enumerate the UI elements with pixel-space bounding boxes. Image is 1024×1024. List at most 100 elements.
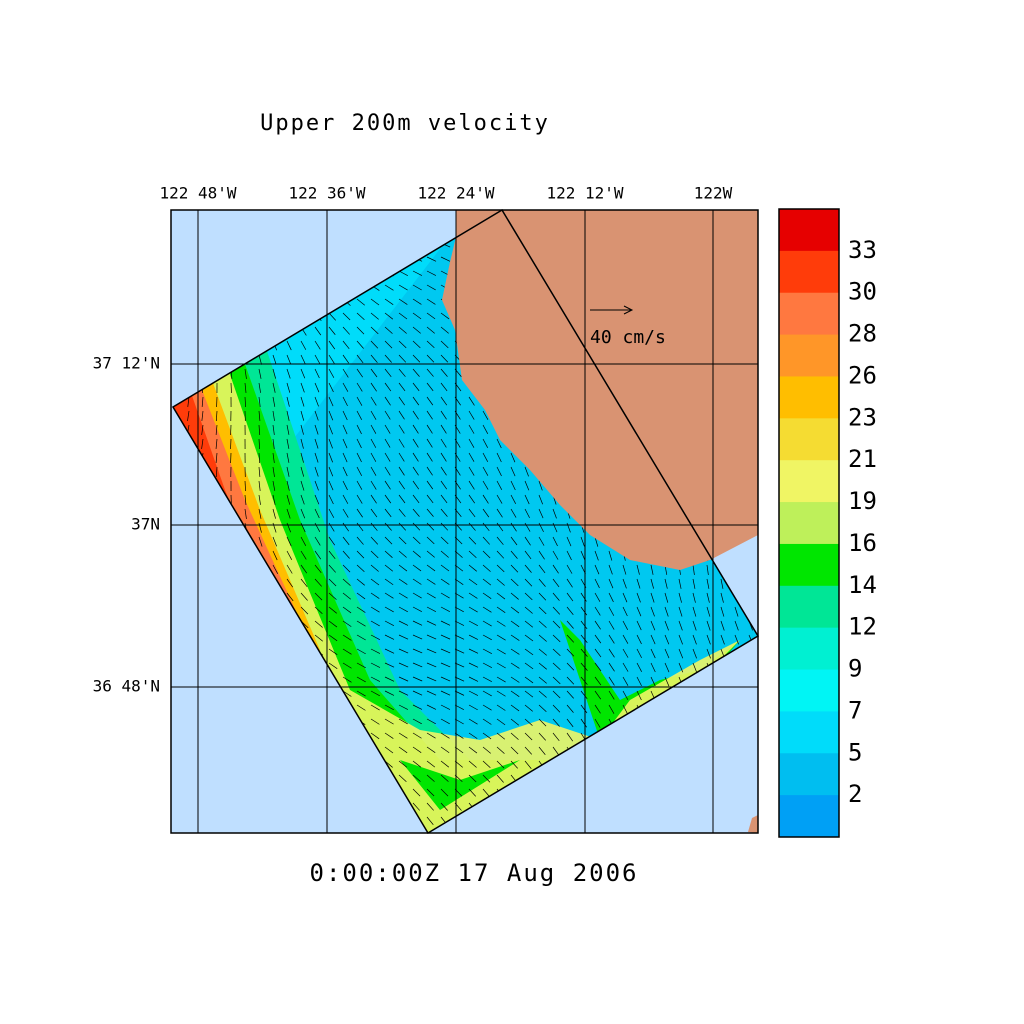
arrow xyxy=(426,522,435,531)
arrow xyxy=(426,620,437,626)
arrow xyxy=(496,438,502,449)
arrow xyxy=(440,802,448,811)
colorbar-bin xyxy=(779,753,839,796)
colorbar-bin xyxy=(779,376,839,419)
lon-label: 122W xyxy=(694,184,733,203)
arrow xyxy=(482,494,489,504)
arrow xyxy=(398,718,408,725)
arrow xyxy=(384,438,391,448)
arrow xyxy=(342,536,350,546)
arrow xyxy=(538,690,547,698)
arrow xyxy=(286,396,290,407)
arrow xyxy=(622,676,629,686)
arrow xyxy=(664,662,670,673)
arrow xyxy=(258,424,261,435)
arrow xyxy=(622,578,627,589)
arrow xyxy=(286,340,292,351)
title: Upper 200m velocity xyxy=(260,111,550,136)
arrow xyxy=(342,676,352,683)
arrow xyxy=(300,508,306,519)
arrow xyxy=(272,550,278,561)
arrow xyxy=(412,494,420,504)
arrow xyxy=(370,648,381,654)
lon-label: 122 24'W xyxy=(417,184,494,203)
arrow xyxy=(482,466,489,476)
arrow xyxy=(538,550,545,560)
arrow xyxy=(524,620,534,628)
arrow xyxy=(482,704,492,711)
arrow xyxy=(412,620,423,626)
arrow xyxy=(608,550,613,561)
arrow xyxy=(552,550,559,560)
arrow xyxy=(412,508,420,517)
arrow xyxy=(384,522,392,531)
arrow xyxy=(398,354,407,363)
arrow xyxy=(468,508,476,518)
arrow xyxy=(384,410,391,420)
colorbar-label: 23 xyxy=(848,403,877,431)
arrow xyxy=(468,480,475,490)
arrow xyxy=(440,760,450,768)
arrow xyxy=(356,704,366,711)
colorbar-bin xyxy=(779,711,839,754)
arrow xyxy=(650,620,656,631)
arrow xyxy=(258,382,261,393)
arrow xyxy=(608,704,615,714)
arrow xyxy=(370,718,380,725)
arrow xyxy=(482,760,491,769)
arrow xyxy=(482,438,488,448)
arrow xyxy=(426,550,435,558)
arrow xyxy=(594,606,601,616)
arrow xyxy=(650,648,656,659)
arrow xyxy=(440,438,447,448)
arrow xyxy=(496,690,506,697)
arrow xyxy=(398,690,409,696)
arrow xyxy=(356,382,363,392)
arrow xyxy=(300,396,305,407)
arrow xyxy=(384,284,394,291)
arrow xyxy=(468,690,479,696)
arrow xyxy=(622,620,628,630)
arrow xyxy=(286,578,294,588)
arrow xyxy=(328,536,336,546)
arrow xyxy=(370,438,377,448)
arrow xyxy=(328,522,335,532)
arrow xyxy=(426,312,436,320)
colorbar-label: 9 xyxy=(848,655,862,683)
arrow xyxy=(370,466,377,476)
arrow xyxy=(342,592,352,600)
arrow xyxy=(258,354,262,365)
arrow xyxy=(398,662,409,668)
arrow xyxy=(566,648,575,657)
arrow xyxy=(398,284,408,291)
arrow xyxy=(370,396,377,406)
arrow xyxy=(426,536,435,545)
arrow xyxy=(482,634,492,641)
arrow xyxy=(426,802,434,811)
arrow xyxy=(650,564,654,575)
arrow xyxy=(678,578,682,589)
arrow xyxy=(258,452,261,463)
arrow xyxy=(468,662,479,668)
arrow xyxy=(426,508,434,517)
colorbar-bin xyxy=(779,795,839,838)
colorbar-label: 16 xyxy=(848,529,877,557)
arrow xyxy=(454,676,465,682)
arrow xyxy=(356,662,366,669)
arrow xyxy=(412,648,423,654)
arrow xyxy=(650,676,656,687)
arrow xyxy=(552,620,561,629)
arrow xyxy=(272,452,275,463)
arrow xyxy=(412,326,421,334)
arrow xyxy=(720,578,724,589)
arrow xyxy=(622,704,628,715)
arrow xyxy=(314,522,321,532)
arrow xyxy=(426,480,434,490)
arrow xyxy=(510,494,516,505)
arrow xyxy=(426,648,437,654)
arrow xyxy=(412,396,420,406)
arrow xyxy=(510,620,520,628)
arrow xyxy=(468,466,475,476)
arrow xyxy=(566,620,574,629)
arrow xyxy=(482,424,489,434)
